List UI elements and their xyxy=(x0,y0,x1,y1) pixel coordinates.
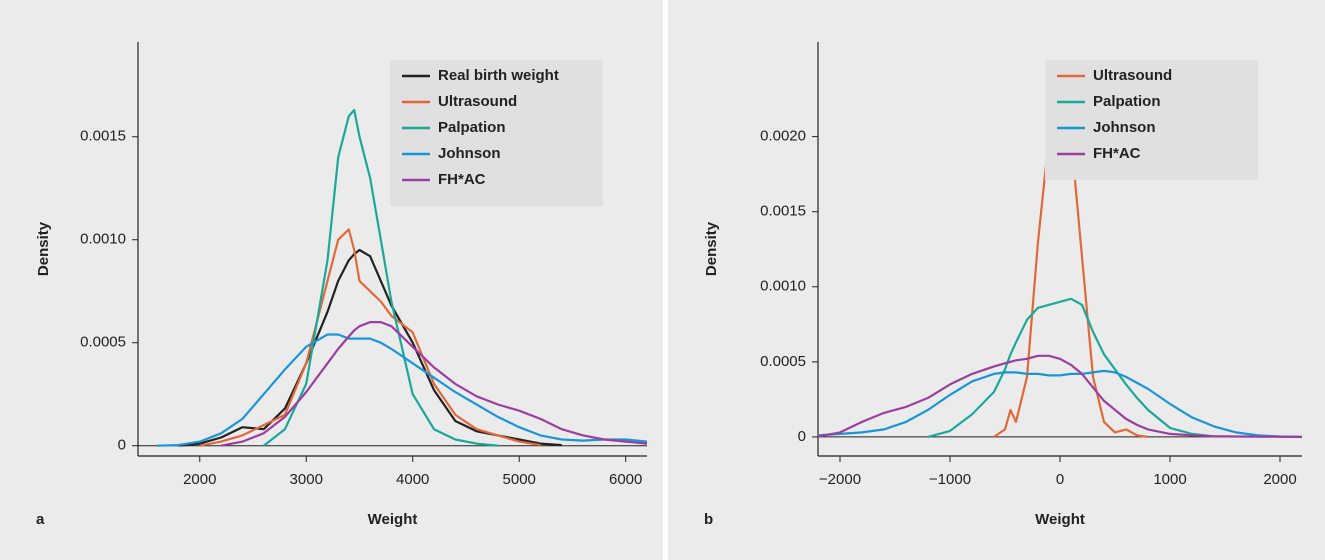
density-line xyxy=(818,369,1302,438)
legend-label: Johnson xyxy=(1093,119,1156,136)
legend-label: Johnson xyxy=(438,145,501,162)
y-tick-label: 0.0020 xyxy=(760,128,806,145)
legend-box xyxy=(390,60,603,206)
y-tick-label: 0.0005 xyxy=(80,334,126,351)
x-tick-label: 0 xyxy=(1056,471,1064,488)
y-tick-label: 0 xyxy=(118,437,126,454)
legend-label: Ultrasound xyxy=(438,93,517,110)
y-tick-label: 0.0015 xyxy=(760,203,806,220)
density-line xyxy=(818,354,1302,438)
y-tick-label: 0.0015 xyxy=(80,128,126,145)
panel-label: a xyxy=(36,511,45,528)
x-tick-label: −1000 xyxy=(929,471,971,488)
x-tick-label: 2000 xyxy=(1263,471,1296,488)
y-tick-label: 0.0010 xyxy=(80,231,126,248)
legend-label: FH*AC xyxy=(1093,145,1141,162)
y-tick-label: 0.0005 xyxy=(760,353,806,370)
x-tick-label: 6000 xyxy=(609,471,642,488)
legend-label: FH*AC xyxy=(438,171,486,188)
legend-box xyxy=(1045,60,1258,180)
x-axis-label: Weight xyxy=(1035,511,1085,528)
y-tick-label: 0 xyxy=(798,428,806,445)
y-axis-label: Density xyxy=(35,221,52,276)
density-line xyxy=(927,297,1215,438)
x-tick-label: 3000 xyxy=(290,471,323,488)
density-line xyxy=(263,108,499,447)
density-line xyxy=(220,321,647,447)
x-tick-label: 1000 xyxy=(1153,471,1186,488)
density-line xyxy=(157,333,647,447)
y-tick-label: 0.0010 xyxy=(760,278,806,295)
x-tick-label: −2000 xyxy=(819,471,861,488)
x-axis-label: Weight xyxy=(368,511,418,528)
density-line xyxy=(199,228,541,447)
legend-label: Real birth weight xyxy=(438,67,559,84)
legend-label: Ultrasound xyxy=(1093,67,1172,84)
x-tick-label: 2000 xyxy=(183,471,216,488)
panel-label: b xyxy=(704,511,713,528)
legend-label: Palpation xyxy=(438,119,506,136)
y-axis-label: Density xyxy=(703,221,720,276)
x-tick-label: 5000 xyxy=(503,471,536,488)
x-tick-label: 4000 xyxy=(396,471,429,488)
legend-label: Palpation xyxy=(1093,93,1161,110)
